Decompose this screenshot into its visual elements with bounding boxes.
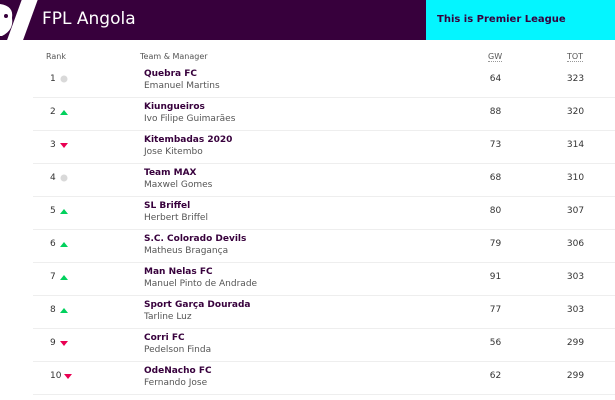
table-row[interactable]: 8 Sport Garça Dourada Tarline Luz 77 303	[33, 295, 615, 329]
manager-name: Emanuel Martins	[144, 81, 220, 91]
movement-up-icon	[60, 209, 68, 214]
movement-same-icon	[60, 174, 68, 182]
team-name-link[interactable]: Quebra FC	[144, 69, 198, 79]
total-points: 323	[566, 74, 585, 84]
gameweek-points: 77	[489, 305, 502, 315]
total-points: 306	[566, 239, 585, 249]
total-points: 320	[566, 107, 585, 117]
rank: 10	[50, 371, 62, 381]
column-header-gw[interactable]: GW	[488, 52, 503, 62]
total-points: 299	[566, 338, 585, 348]
gameweek-points: 62	[489, 371, 502, 381]
table-row[interactable]: 10 OdeNacho FC Fernando Jose 62 299	[33, 361, 615, 395]
manager-name: Matheus Bragança	[144, 246, 229, 256]
rank: 2	[50, 107, 56, 117]
rank: 8	[50, 305, 56, 315]
movement-up-icon	[60, 242, 68, 247]
table-row[interactable]: 3 Kitembadas 2020 Jose Kitembo 73 314	[33, 130, 615, 164]
team-name-link[interactable]: SL Briffel	[144, 201, 191, 211]
manager-name: Herbert Briffel	[144, 213, 208, 223]
table-row[interactable]: 4 Team MAX Maxwel Gomes 68 310	[33, 163, 615, 197]
total-points: 303	[566, 272, 585, 282]
movement-down-icon	[60, 341, 68, 346]
team-name-link[interactable]: Corri FC	[144, 333, 185, 343]
header-bar: FPL Angola This is Premier League	[0, 0, 615, 42]
team-name-link[interactable]: OdeNacho FC	[144, 366, 212, 376]
rank: 6	[50, 239, 56, 249]
movement-same-icon	[60, 75, 68, 83]
column-header-rank: Rank	[46, 52, 66, 61]
team-name-link[interactable]: S.C. Colorado Devils	[144, 234, 247, 244]
movement-down-icon	[64, 374, 72, 379]
table-row[interactable]: 9 Corri FC Pedelson Finda 56 299	[33, 328, 615, 362]
team-name-link[interactable]: Sport Garça Dourada	[144, 300, 251, 310]
total-points: 307	[566, 206, 585, 216]
movement-up-icon	[60, 308, 68, 313]
rank: 3	[50, 140, 56, 150]
team-name-link[interactable]: Kiungueiros	[144, 102, 205, 112]
manager-name: Maxwel Gomes	[144, 180, 213, 190]
table-row[interactable]: 1 Quebra FC Emanuel Martins 64 323	[33, 64, 615, 98]
gameweek-points: 88	[489, 107, 502, 117]
gameweek-points: 73	[489, 140, 502, 150]
gameweek-points: 91	[489, 272, 502, 282]
league-title: FPL Angola	[42, 9, 136, 29]
manager-name: Fernando Jose	[144, 378, 208, 388]
premier-league-lion-logo	[0, 4, 13, 36]
column-header-tot[interactable]: TOT	[567, 52, 584, 62]
table-row[interactable]: 7 Man Nelas FC Manuel Pinto de Andrade 9…	[33, 262, 615, 296]
movement-up-icon	[60, 275, 68, 280]
rank: 5	[50, 206, 56, 216]
gameweek-points: 64	[489, 74, 502, 84]
rank: 4	[50, 173, 56, 183]
team-name-link[interactable]: Team MAX	[144, 168, 197, 178]
table-row[interactable]: 6 S.C. Colorado Devils Matheus Bragança …	[33, 229, 615, 263]
movement-up-icon	[60, 110, 68, 115]
gameweek-points: 56	[489, 338, 502, 348]
gameweek-points: 68	[489, 173, 502, 183]
team-name-link[interactable]: Kitembadas 2020	[144, 135, 233, 145]
manager-name: Manuel Pinto de Andrade	[144, 279, 258, 289]
manager-name: Ivo Filipe Guimarães	[144, 114, 236, 124]
team-name-link[interactable]: Man Nelas FC	[144, 267, 213, 277]
promo-banner[interactable]: This is Premier League	[426, 0, 615, 40]
total-points: 310	[566, 173, 585, 183]
gameweek-points: 79	[489, 239, 502, 249]
table-row[interactable]: 2 Kiungueiros Ivo Filipe Guimarães 88 32…	[33, 97, 615, 131]
manager-name: Jose Kitembo	[144, 147, 203, 157]
manager-name: Pedelson Finda	[144, 345, 212, 355]
rank: 7	[50, 272, 56, 282]
total-points: 299	[566, 371, 585, 381]
table-row[interactable]: 5 SL Briffel Herbert Briffel 80 307	[33, 196, 615, 230]
total-points: 303	[566, 305, 585, 315]
manager-name: Tarline Luz	[144, 312, 192, 322]
total-points: 314	[566, 140, 585, 150]
gameweek-points: 80	[489, 206, 502, 216]
rank: 9	[50, 338, 56, 348]
column-header-team: Team & Manager	[140, 52, 208, 61]
movement-down-icon	[60, 143, 68, 148]
rank: 1	[50, 74, 56, 84]
